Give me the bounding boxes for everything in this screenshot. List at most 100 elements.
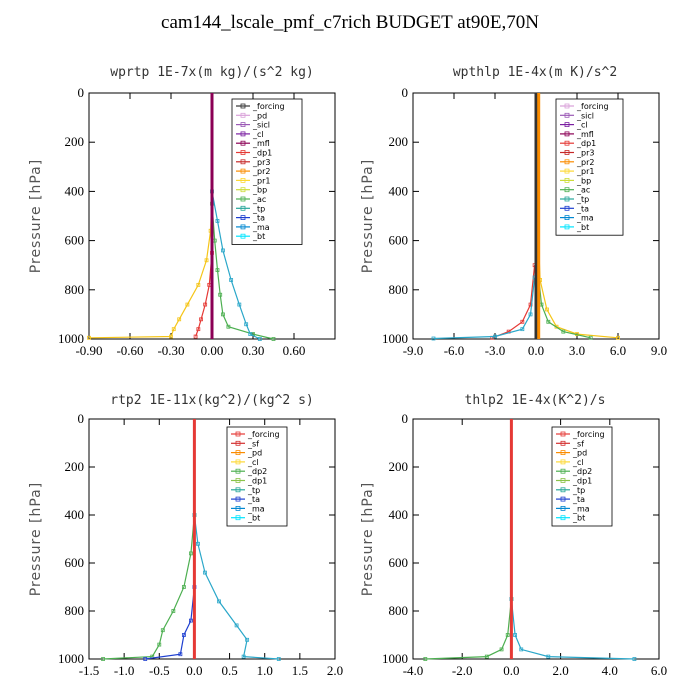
data-point-tp (229, 278, 234, 282)
data-point-tp (245, 637, 250, 642)
data-point-ac (546, 319, 551, 324)
legend-marker (235, 431, 241, 437)
legend-marker (564, 205, 570, 211)
y-axis-label: Pressure [hPa] (360, 482, 376, 596)
data-point-tp (237, 302, 242, 307)
data-point-tp (244, 322, 249, 327)
legend-entry: _dp1 (252, 149, 272, 158)
legend-entry: _cl (252, 130, 264, 139)
x-tick-label: 6.0 (651, 663, 667, 678)
x-tick-label: -3.0 (485, 343, 506, 358)
legend-marker (564, 150, 570, 155)
y-axis-label: Pressure [hPa] (360, 159, 376, 273)
legend-entry: _pr1 (576, 167, 594, 176)
y-tick-label: 600 (389, 555, 409, 570)
legend-entry: _pr2 (252, 167, 270, 176)
x-tick-label: 0.0 (503, 663, 519, 678)
data-point-pr1 (185, 302, 190, 307)
x-tick-label: -2.0 (452, 663, 473, 678)
legend-marker (240, 168, 246, 174)
data-point-ac (215, 268, 220, 273)
legend-marker (240, 150, 246, 155)
data-point-tp (221, 248, 225, 253)
legend-marker (560, 505, 566, 511)
x-tick-label: -6.0 (444, 343, 465, 358)
legend-marker (564, 140, 570, 146)
legend-marker (560, 440, 566, 446)
y-tick-label: 200 (65, 459, 85, 474)
legend-marker (564, 196, 570, 202)
data-point-dp2 (171, 609, 176, 613)
data-point-pr1 (169, 334, 173, 339)
y-axis-label: Pressure [hPa] (28, 159, 44, 273)
legend-marker (564, 224, 570, 230)
legend-entry: _forcing (576, 102, 609, 111)
legend-marker (240, 233, 246, 239)
series-line-ta (145, 586, 195, 660)
x-tick-label: 0.60 (283, 343, 306, 358)
chart-panel-2: wpthlp 1E-4x(m K)/s^2 Pressure [hPa] 0 200 4… (360, 65, 667, 358)
y-tick-label: 0 (78, 411, 85, 426)
y-tick-label: 1000 (382, 651, 408, 666)
legend-entry: _tp (576, 195, 589, 204)
data-point-tp (632, 657, 637, 661)
legend-entry: _ac (576, 186, 590, 195)
x-tick-label: 0.0 (186, 663, 202, 678)
x-tick-label: 2.0 (327, 663, 343, 678)
series-line-dp2 (103, 514, 195, 660)
data-point-tp (431, 336, 436, 341)
legend-marker (564, 159, 570, 165)
y-tick-label: 400 (65, 507, 85, 522)
data-point-ac (226, 324, 231, 329)
legend-marker (240, 112, 246, 118)
legend-entry: _forcing (572, 430, 605, 439)
legend-marker (560, 496, 566, 502)
data-point-tp (241, 654, 246, 659)
legend-entry: _bt (572, 514, 585, 523)
x-tick-label: 6.0 (610, 343, 626, 358)
legend-entry: _tp (252, 204, 265, 213)
legend-marker (240, 215, 246, 221)
data-point-dp1 (193, 334, 198, 339)
data-point-ac (271, 337, 276, 341)
data-point-tp (546, 654, 551, 659)
y-tick-label: 1000 (382, 331, 408, 346)
x-tick-label: -0.30 (157, 343, 184, 358)
figure-title: cam144_lscale_pmf_c7rich BUDGET at90E,70… (161, 12, 539, 33)
y-tick-label: 0 (402, 411, 409, 426)
legend-entry: _cl (576, 121, 588, 130)
data-point-pr1 (177, 317, 182, 322)
legend-marker (235, 515, 241, 521)
data-point-dp2 (499, 647, 504, 652)
data-point-dp2 (157, 642, 162, 647)
legend-marker (560, 487, 566, 493)
x-tick-label: -0.60 (116, 343, 143, 358)
legend-marker (564, 187, 570, 193)
legend-entry: _bp (252, 186, 267, 195)
legend-entry: _pr2 (576, 158, 594, 167)
y-tick-label: 800 (65, 603, 85, 618)
data-point-dp2 (189, 551, 193, 556)
legend-entry: _cl (247, 458, 259, 467)
legend-entry: _dp2 (247, 467, 267, 476)
y-tick-label: 200 (389, 134, 409, 149)
data-point-tp (493, 334, 497, 339)
data-point-tp (520, 327, 525, 332)
series-line-dp1 (195, 252, 213, 337)
legend-marker (564, 103, 570, 109)
data-point-ta (178, 652, 183, 657)
legend-entry: _ma (247, 504, 265, 513)
legend-marker (564, 112, 570, 118)
legend-marker (235, 440, 241, 446)
x-tick-label: 0.5 (221, 663, 237, 678)
data-point-dp2 (484, 654, 489, 659)
legend-marker (240, 131, 246, 137)
legend-box (555, 98, 624, 236)
legend-entry: _dp1 (576, 139, 596, 148)
legend-entry: _ma (572, 504, 590, 513)
legend-entry: _sf (572, 439, 584, 448)
y-tick-label: 0 (78, 85, 85, 100)
legend-marker (560, 468, 566, 474)
data-point-ac (221, 312, 225, 317)
y-tick-label: 0 (402, 85, 409, 100)
